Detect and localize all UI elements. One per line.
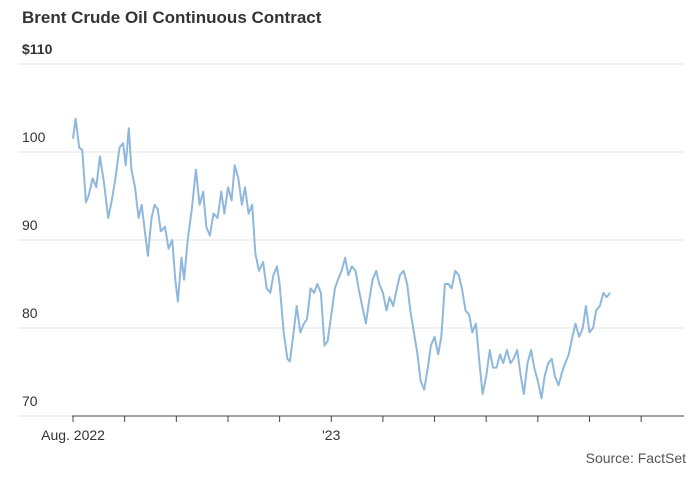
y-tick-label: 90 [22,217,38,233]
x-tick-label: Aug. 2022 [41,427,105,443]
y-tick-label: 80 [22,305,38,321]
y-tick-label: 70 [22,393,38,409]
x-axis: Aug. 2022 '23 [41,415,684,443]
series-layer [72,117,611,400]
y-axis-ticks: $110 100 90 80 70 [22,41,53,409]
x-tick-label: '23 [322,427,340,443]
gridlines [18,63,684,417]
y-tick-label: $110 [22,41,53,57]
y-tick-label: 100 [22,129,46,145]
chart-title: Brent Crude Oil Continuous Contract [22,8,322,27]
source-note: Source: FactSet [585,450,686,466]
price-line [72,117,611,400]
